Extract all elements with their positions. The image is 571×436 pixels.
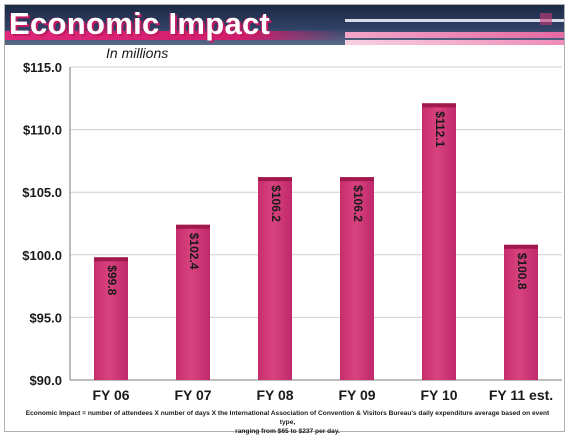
bar-value-label: $99.8 — [105, 265, 119, 295]
x-tick-label: FY 07 — [174, 387, 211, 403]
bar — [422, 103, 456, 381]
x-tick-label: FY 10 — [420, 387, 457, 403]
bar-top-edge — [94, 257, 128, 262]
y-tick-label: $90.0 — [29, 373, 62, 388]
bar-value-label: $100.8 — [515, 253, 529, 290]
bar-top-edge — [176, 224, 210, 229]
y-tick-label: $100.0 — [22, 248, 62, 263]
banner-pink-stripe — [5, 31, 345, 40]
slide-subtitle: In millions — [106, 45, 169, 61]
y-tick-label: $95.0 — [29, 310, 62, 325]
bar — [258, 177, 292, 380]
bar — [94, 257, 128, 380]
y-tick-label: $115.0 — [23, 60, 62, 75]
footnote: Economic Impact = number of attendees X … — [20, 409, 555, 436]
bar — [504, 244, 538, 380]
bar — [176, 224, 210, 380]
x-tick-label: FY 08 — [256, 387, 293, 403]
bar-top-edge — [504, 244, 538, 249]
title-banner — [5, 5, 564, 45]
bar-value-label: $112.1 — [433, 111, 447, 147]
bar-top-edge — [340, 177, 374, 182]
x-tick-label: FY 11 est. — [489, 387, 553, 403]
banner-corner-mark — [540, 13, 552, 25]
footnote-line-1: Economic Impact = number of attendees X … — [25, 410, 550, 426]
x-tick-label: FY 09 — [338, 387, 375, 403]
bar-top-edge — [258, 177, 292, 182]
y-tick-label: $110.0 — [23, 123, 62, 138]
banner-light-stripe — [345, 19, 564, 22]
bar-top-edge — [422, 103, 456, 108]
slide-title: Economic Impact — [9, 6, 271, 41]
banner-pink-stripe-right-lower — [345, 40, 564, 45]
bar — [340, 177, 374, 380]
x-tick-label: FY 06 — [92, 387, 129, 403]
bar-value-label: $106.2 — [351, 185, 365, 222]
footnote-line-2: ranging from $65 to $237 per day. — [235, 428, 340, 435]
bar-value-label: $106.2 — [269, 185, 283, 222]
bar-value-label: $102.4 — [187, 233, 201, 270]
y-tick-label: $105.0 — [22, 185, 62, 200]
banner-pink-stripe-right — [345, 32, 564, 38]
